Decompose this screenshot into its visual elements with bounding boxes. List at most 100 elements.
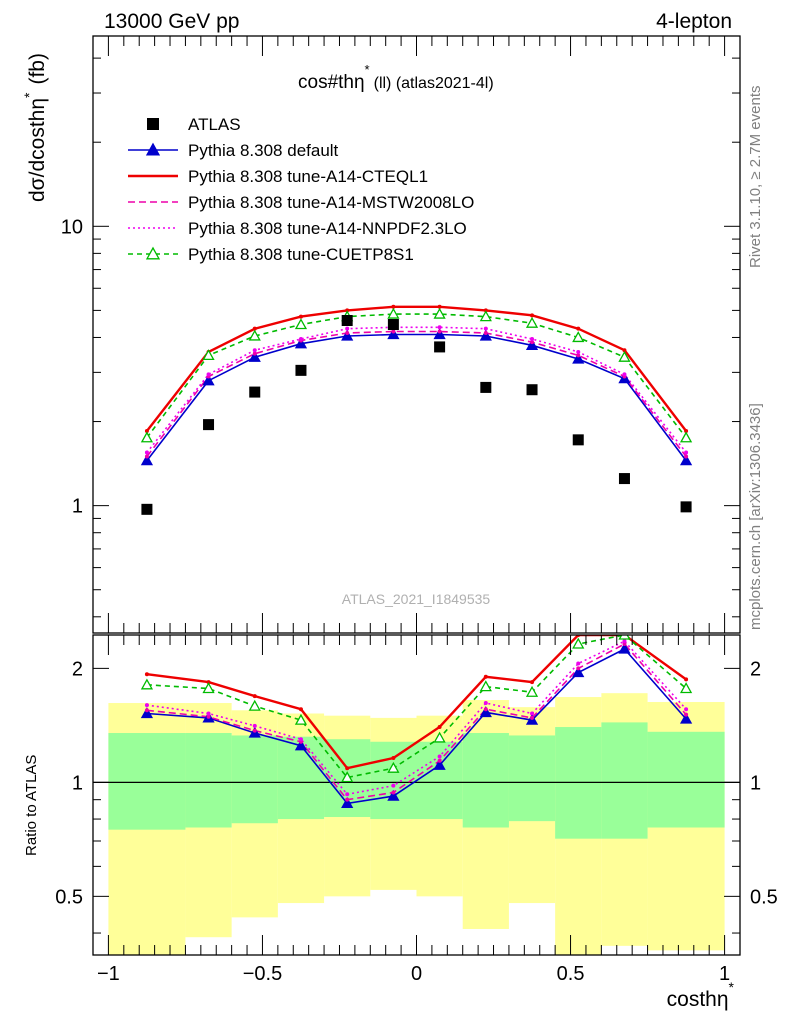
main-markers bbox=[140, 304, 693, 515]
inner-band-bin bbox=[601, 722, 648, 839]
main-line-pythia-8-308-default bbox=[146, 333, 687, 462]
main-point-pythia-8-308-tune-a14-mstw2008lo bbox=[345, 330, 350, 335]
ratio-point-pythia-8-308-tune-a14-cteql1 bbox=[298, 707, 303, 712]
main-point-pythia-8-308-tune-a14-cteql1 bbox=[298, 314, 303, 319]
inner-band-bin bbox=[508, 735, 556, 822]
main-point-pythia-8-308-tune-a14-nnpdf2-3lo bbox=[298, 336, 303, 341]
ratio-point-pythia-8-308-default bbox=[341, 797, 354, 809]
atlas-data-point bbox=[295, 364, 307, 376]
ratio-point-pythia-8-308-tune-a14-mstw2008lo bbox=[345, 797, 350, 802]
legend-swatch-marker bbox=[145, 142, 161, 156]
ratio-point-pythia-8-308-tune-a14-mstw2008lo bbox=[622, 641, 627, 646]
plot-title-main: cos#thη bbox=[298, 72, 365, 93]
ratio-point-pythia-8-308-tune-cuetp8s1 bbox=[387, 761, 400, 773]
ratio-y-tick-label-right: 0.5 bbox=[750, 886, 778, 908]
ratio-point-pythia-8-308-tune-a14-nnpdf2-3lo bbox=[298, 737, 303, 742]
atlas-data-point bbox=[434, 341, 446, 353]
legend-label: Pythia 8.308 tune-A14-MSTW2008LO bbox=[188, 193, 474, 212]
main-point-pythia-8-308-tune-cuetp8s1 bbox=[479, 310, 492, 322]
main-point-pythia-8-308-default bbox=[341, 329, 354, 341]
ratio-point-pythia-8-308-tune-a14-mstw2008lo bbox=[684, 712, 689, 717]
main-point-pythia-8-308-tune-a14-mstw2008lo bbox=[483, 330, 488, 335]
main-ylabel: dσ/dcosthη* (fb) bbox=[21, 53, 49, 202]
inner-band-bin bbox=[462, 733, 509, 828]
ratio-line-pythia-8-308-tune-a14-cteql1 bbox=[146, 635, 687, 770]
ratio-point-pythia-8-308-tune-a14-nnpdf2-3lo bbox=[530, 711, 535, 716]
main-point-pythia-8-308-tune-a14-cteql1 bbox=[437, 304, 442, 309]
ratio-point-pythia-8-308-tune-cuetp8s1 bbox=[294, 713, 308, 725]
main-point-pythia-8-308-tune-cuetp8s1 bbox=[140, 431, 154, 443]
plot-title-rest: (ll) (atlas2021-4l) bbox=[374, 75, 494, 92]
legend-label: Pythia 8.308 tune-A14-NNPDF2.3LO bbox=[188, 219, 467, 238]
legend: ATLAS Pythia 8.308 default Pythia 8.308 tu… bbox=[128, 115, 474, 264]
ratio-point-pythia-8-308-default bbox=[294, 739, 308, 751]
ratio-point-pythia-8-308-tune-cuetp8s1 bbox=[479, 680, 492, 692]
main-point-pythia-8-308-tune-a14-cteql1 bbox=[530, 313, 535, 318]
legend-label: Pythia 8.308 tune-A14-CTEQL1 bbox=[188, 167, 428, 186]
main-point-pythia-8-308-tune-a14-nnpdf2-3lo bbox=[144, 450, 149, 455]
ratio-ylabel: Ratio to ATLAS bbox=[23, 755, 40, 856]
legend-label: Pythia 8.308 tune-CUETP8S1 bbox=[188, 245, 414, 264]
ratio-line-pythia-8-308-tune-a14-nnpdf2-3lo bbox=[146, 640, 687, 796]
main-series-lines bbox=[145, 305, 688, 462]
ratio-point-pythia-8-308-default bbox=[433, 758, 446, 770]
ratio-markers bbox=[140, 635, 693, 809]
ratio-uncertainty-bands bbox=[93, 693, 740, 955]
ratio-point-pythia-8-308-tune-a14-mstw2008lo bbox=[144, 708, 149, 713]
ratio-point-pythia-8-308-tune-a14-cteql1 bbox=[345, 766, 350, 771]
main-ylabel-unit: (fb) bbox=[26, 53, 49, 85]
inner-band-bin bbox=[647, 731, 725, 828]
main-line-pythia-8-308-tune-a14-mstw2008lo bbox=[146, 330, 687, 457]
legend-entry-pythia-8-308-default: Pythia 8.308 default bbox=[128, 141, 339, 160]
main-point-pythia-8-308-default bbox=[387, 328, 400, 340]
ratio-point-pythia-8-308-tune-a14-cteql1 bbox=[684, 677, 689, 682]
xlabel: costhη* bbox=[667, 979, 735, 1011]
ratio-series-lines bbox=[146, 635, 687, 805]
header-right: 4-lepton bbox=[656, 10, 732, 33]
legend-swatch-marker bbox=[145, 246, 161, 260]
atlas-data-point bbox=[249, 386, 261, 398]
ratio-point-pythia-8-308-default bbox=[618, 642, 631, 654]
ratio-point-pythia-8-308-tune-a14-mstw2008lo bbox=[252, 728, 257, 733]
inner-band-bin bbox=[231, 735, 278, 824]
main-point-pythia-8-308-tune-a14-mstw2008lo bbox=[437, 329, 442, 334]
xlabel-sup: * bbox=[729, 979, 735, 995]
main-point-pythia-8-308-tune-a14-nnpdf2-3lo bbox=[684, 450, 689, 455]
main-point-pythia-8-308-default bbox=[679, 454, 693, 466]
ratio-point-pythia-8-308-tune-cuetp8s1 bbox=[433, 731, 446, 743]
main-point-pythia-8-308-tune-a14-cteql1 bbox=[576, 326, 581, 331]
atlas-data-point bbox=[526, 384, 538, 396]
legend-label: ATLAS bbox=[188, 115, 241, 134]
main-point-pythia-8-308-default bbox=[202, 374, 215, 386]
ratio-line-pythia-8-308-default bbox=[146, 648, 687, 805]
ratio-point-pythia-8-308-tune-a14-nnpdf2-3lo bbox=[144, 703, 149, 708]
ratio-point-pythia-8-308-tune-a14-cteql1 bbox=[530, 680, 535, 685]
ratio-point-pythia-8-308-tune-a14-nnpdf2-3lo bbox=[252, 723, 257, 728]
main-point-pythia-8-308-tune-cuetp8s1 bbox=[387, 307, 400, 319]
axis-ticks: 1 10 0.5 0.5 1 1 2 2 −1 −0.5 0 0.5 1 bbox=[55, 36, 778, 985]
ratio-point-pythia-8-308-tune-a14-nnpdf2-3lo bbox=[437, 754, 442, 759]
ratio-point-pythia-8-308-tune-a14-nnpdf2-3lo bbox=[483, 701, 488, 706]
main-point-pythia-8-308-tune-cuetp8s1 bbox=[433, 307, 446, 319]
ratio-y-tick-label-left: 1 bbox=[72, 772, 83, 794]
main-y-tick-label: 10 bbox=[61, 216, 83, 238]
inner-band-bin bbox=[108, 733, 186, 830]
main-point-pythia-8-308-tune-a14-cteql1 bbox=[252, 326, 257, 331]
ratio-point-pythia-8-308-tune-cuetp8s1 bbox=[679, 682, 693, 694]
ratio-point-pythia-8-308-tune-cuetp8s1 bbox=[618, 635, 631, 640]
xlabel-text: costhη bbox=[667, 988, 729, 1011]
ratio-point-pythia-8-308-tune-a14-cteql1 bbox=[483, 674, 488, 679]
ratio-point-pythia-8-308-tune-cuetp8s1 bbox=[572, 637, 585, 649]
main-point-pythia-8-308-tune-cuetp8s1 bbox=[294, 318, 308, 330]
main-ylabel-sup: * bbox=[21, 92, 37, 98]
plot-title: cos#thη* (ll) (atlas2021-4l) bbox=[298, 62, 494, 93]
main-point-pythia-8-308-tune-a14-mstw2008lo bbox=[576, 353, 581, 358]
inner-band-bin bbox=[416, 741, 463, 820]
x-tick-label: 0.5 bbox=[557, 963, 585, 985]
legend-label: Pythia 8.308 default bbox=[188, 141, 339, 160]
main-point-pythia-8-308-tune-a14-nnpdf2-3lo bbox=[483, 326, 488, 331]
main-point-pythia-8-308-tune-a14-cteql1 bbox=[144, 429, 149, 434]
ratio-point-pythia-8-308-tune-a14-nnpdf2-3lo bbox=[206, 711, 211, 716]
atlas-data-point bbox=[341, 315, 353, 327]
